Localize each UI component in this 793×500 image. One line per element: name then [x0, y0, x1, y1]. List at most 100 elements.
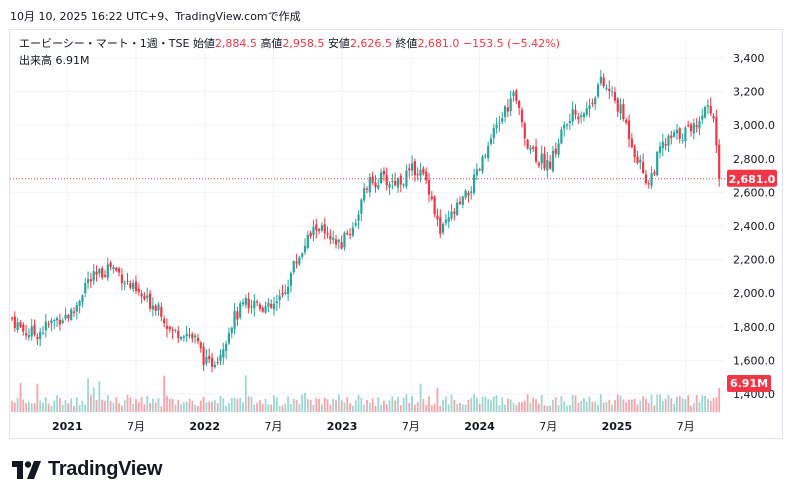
candle-body	[92, 271, 95, 281]
candle-body	[577, 116, 580, 120]
candle-body	[656, 151, 659, 176]
candle-body	[534, 146, 538, 162]
candle-body	[13, 316, 16, 328]
candle-body	[303, 245, 307, 253]
candle-body	[639, 159, 642, 163]
volume-bar	[594, 401, 597, 412]
candle-body	[334, 239, 338, 245]
volume-bar	[160, 405, 163, 412]
volume-bar	[388, 400, 391, 412]
candle-body	[379, 172, 383, 184]
volume-bar	[208, 401, 211, 412]
volume-bar	[371, 398, 374, 412]
volume-bar	[191, 400, 194, 412]
volume-bar	[115, 397, 118, 412]
candle-body	[354, 223, 357, 226]
candle-body	[444, 219, 447, 223]
candle-body	[253, 300, 256, 309]
candle-body	[101, 268, 104, 278]
volume-bar	[405, 394, 408, 412]
candle-body	[84, 282, 87, 294]
volume-bar	[166, 395, 168, 412]
change-value: −153.5 (−5.42%)	[462, 37, 560, 50]
candle-body	[298, 257, 301, 265]
price-tick-label: 2,000.0	[733, 287, 775, 300]
volume-bar	[543, 405, 546, 412]
candle-body	[565, 124, 569, 126]
time-tick-label: 7月	[127, 420, 145, 433]
volume-bar	[475, 397, 478, 412]
candle-body	[103, 275, 107, 277]
candle-body	[247, 298, 250, 309]
high-label: 高値	[260, 37, 283, 50]
candle-body	[205, 356, 208, 364]
candle-body	[425, 171, 428, 181]
candle-body	[546, 159, 549, 171]
volume-bar	[323, 397, 326, 412]
volume-bar	[515, 405, 518, 412]
volume-bar	[33, 403, 36, 412]
candle-body	[571, 109, 574, 122]
symbol-label[interactable]: エービーシー・マート・1週・TSE	[19, 37, 190, 50]
candle-body	[627, 120, 631, 140]
volume-bar	[571, 394, 574, 412]
candle-body	[126, 280, 129, 282]
volume-bar	[653, 405, 656, 412]
tradingview-brand[interactable]: TradingView	[12, 458, 162, 481]
volume-bar	[16, 397, 19, 412]
chart-frame[interactable]	[9, 29, 783, 439]
candle-body	[115, 267, 118, 271]
volume-bar	[61, 405, 64, 412]
candle-body	[47, 324, 50, 326]
volume-bar	[461, 404, 464, 412]
volume-bar	[295, 399, 298, 412]
candle-body	[241, 302, 245, 305]
volume-bar	[670, 398, 673, 412]
time-tick-label: 7月	[264, 420, 282, 433]
candle-body	[385, 174, 388, 186]
high-value: 2,958.5	[282, 37, 325, 50]
volume-bar	[487, 399, 490, 412]
candle-body	[526, 139, 529, 149]
candle-body	[244, 297, 247, 305]
volume-bar	[281, 405, 284, 412]
candle-body	[33, 325, 36, 335]
volume-bar	[467, 399, 470, 412]
candle-body	[323, 224, 326, 234]
volume-bar	[306, 399, 309, 412]
volume-bar	[180, 404, 182, 412]
candle-body	[642, 161, 645, 174]
price-candles	[10, 69, 721, 373]
volume-bar	[397, 396, 399, 412]
candle-body	[523, 123, 526, 139]
candle-body	[289, 272, 293, 286]
candle-body	[450, 211, 453, 219]
volume-bar	[233, 397, 236, 412]
volume-bar	[661, 401, 664, 412]
candle-body	[371, 176, 374, 183]
candle-body	[275, 301, 278, 304]
volume-bar	[112, 402, 115, 412]
volume-bar	[616, 394, 619, 412]
volume-bar	[28, 401, 30, 412]
volume-bar	[11, 400, 13, 412]
volume-bar	[712, 397, 715, 412]
candle-body	[447, 217, 450, 222]
candle-body	[134, 281, 138, 291]
time-tick-label: 7月	[402, 420, 420, 433]
candle-body	[123, 282, 126, 284]
candle-body	[360, 199, 363, 214]
volume-bar	[453, 399, 456, 412]
volume-bar	[625, 402, 628, 412]
candle-body	[484, 155, 487, 157]
volume-bar	[574, 395, 577, 412]
candle-body	[712, 115, 715, 119]
volume-bar	[391, 396, 394, 412]
candle-body	[329, 235, 332, 240]
volume-bar	[216, 403, 219, 412]
candle-body	[318, 229, 321, 231]
volume-bar	[106, 395, 109, 412]
volume-bar	[664, 398, 667, 412]
candle-body	[605, 87, 608, 89]
